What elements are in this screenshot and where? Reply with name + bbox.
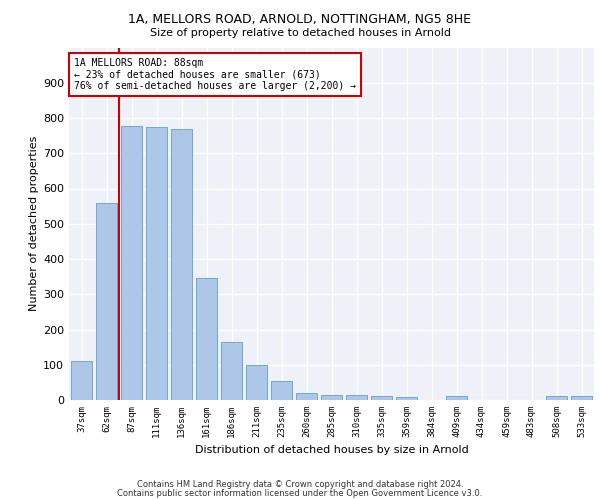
Bar	[121, 126, 142, 400]
Bar	[71, 360, 92, 400]
Bar	[221, 342, 242, 400]
Text: 1A, MELLORS ROAD, ARNOLD, NOTTINGHAM, NG5 8HE: 1A, MELLORS ROAD, ARNOLD, NOTTINGHAM, NG…	[128, 12, 472, 26]
Bar	[146, 127, 167, 400]
Bar	[321, 395, 342, 400]
Text: Contains public sector information licensed under the Open Government Licence v3: Contains public sector information licen…	[118, 489, 482, 498]
Bar	[271, 380, 292, 400]
Bar	[96, 204, 117, 400]
Bar	[571, 396, 592, 400]
Bar	[196, 278, 217, 400]
Text: Size of property relative to detached houses in Arnold: Size of property relative to detached ho…	[149, 28, 451, 38]
Bar	[371, 396, 392, 400]
Bar	[346, 396, 367, 400]
X-axis label: Distribution of detached houses by size in Arnold: Distribution of detached houses by size …	[194, 446, 469, 456]
Text: 1A MELLORS ROAD: 88sqm
← 23% of detached houses are smaller (673)
76% of semi-de: 1A MELLORS ROAD: 88sqm ← 23% of detached…	[74, 58, 356, 92]
Bar	[171, 130, 192, 400]
Bar	[296, 393, 317, 400]
Bar	[396, 397, 417, 400]
Bar	[446, 396, 467, 400]
Bar	[546, 396, 567, 400]
Bar	[246, 366, 267, 400]
Text: Contains HM Land Registry data © Crown copyright and database right 2024.: Contains HM Land Registry data © Crown c…	[137, 480, 463, 489]
Y-axis label: Number of detached properties: Number of detached properties	[29, 136, 39, 312]
